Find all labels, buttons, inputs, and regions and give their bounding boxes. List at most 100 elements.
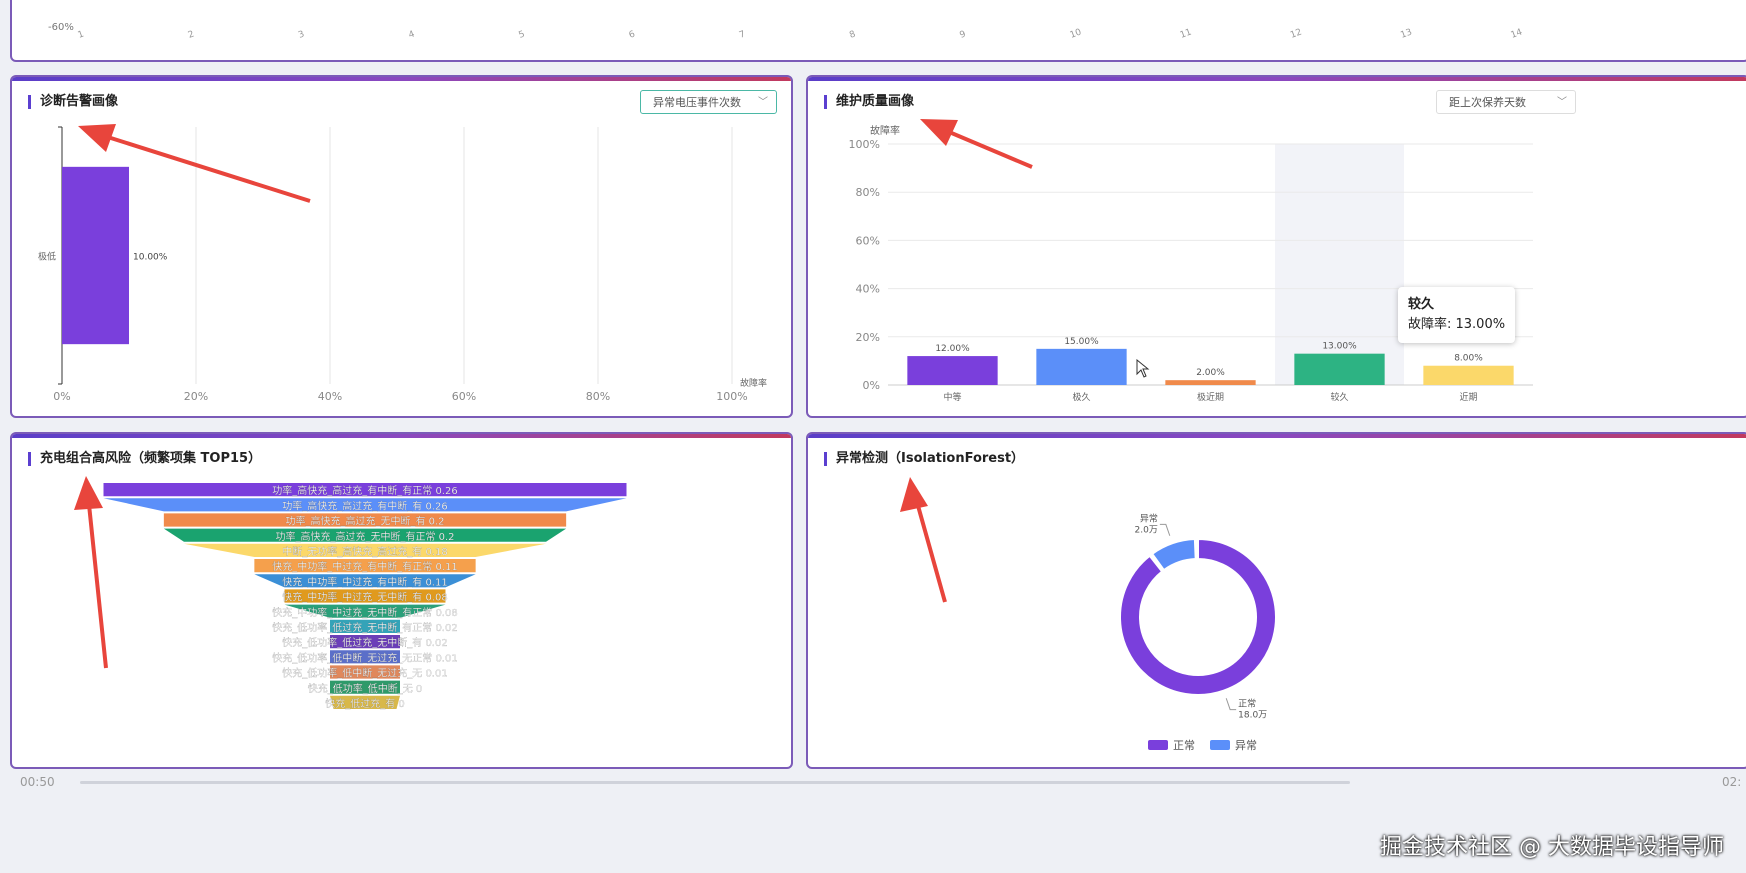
panel-accent-bar bbox=[12, 77, 791, 81]
funnel-label: 快充_低功率_低过充_无中断_有正常 0.02 bbox=[272, 621, 457, 634]
funnel-segment bbox=[284, 589, 446, 603]
legend-label: 正常 bbox=[1173, 739, 1195, 752]
slice-value-label: 18.0万 bbox=[1238, 711, 1267, 721]
chevron-down-icon: ﹀ bbox=[1557, 97, 1567, 108]
funnel-segment bbox=[103, 498, 627, 512]
charging-funnel-chart: 功率_高快充_高过充_有中断_有正常 0.26 功率_高快充_高过充_有中断_有 … bbox=[103, 483, 627, 710]
x-tick-label: 100% bbox=[716, 390, 747, 403]
x-tick-label: 9 bbox=[958, 29, 967, 40]
y-tick-label: 40% bbox=[856, 283, 880, 296]
panel-accent-bar bbox=[808, 434, 1746, 438]
funnel-segment bbox=[183, 543, 547, 557]
panel-accent-bar bbox=[808, 77, 1746, 81]
funnel-segment bbox=[163, 528, 567, 542]
funnel-label: 功率_高快充_高过充_无中断_有正常 0.2 bbox=[275, 530, 454, 543]
x-tick-label: 11 bbox=[1179, 28, 1193, 41]
bar bbox=[1036, 348, 1127, 385]
y-axis-title: 故障率 bbox=[870, 124, 900, 137]
funnel-segment bbox=[284, 604, 446, 618]
funnel-label: 快充_低功率_低中断_无过充_无 0.01 bbox=[282, 667, 447, 680]
trend-chart-panel: -60% 1 2 3 4 5 6 7 8 9 10 11 12 13 14 bbox=[10, 0, 1746, 62]
metric-select[interactable]: 异常电压事件次数 ﹀ bbox=[640, 90, 777, 114]
legend-swatch bbox=[1148, 740, 1168, 750]
charging-risk-panel: 充电组合高风险（频繁项集 TOP15） 功率_高快充_高过充_有中断_有正常 0… bbox=[10, 432, 793, 769]
x-tick-label: 40% bbox=[318, 390, 342, 403]
anomaly-detection-panel: 异常检测（IsolationForest） 异常 2.0万 正常 18.0万 正常 异常 bbox=[806, 432, 1746, 769]
x-tick-label: 5 bbox=[518, 29, 527, 40]
funnel-label: 功率_高快充_高过充_无中断_有 0.2 bbox=[285, 515, 444, 528]
funnel-segment bbox=[330, 680, 400, 694]
bar-value-label: 8.00% bbox=[1454, 354, 1483, 364]
legend-label: 异常 bbox=[1235, 739, 1257, 752]
x-tick-label: 0% bbox=[53, 390, 70, 403]
watermark: 掘金技术社区 @ 大数据毕设指导师 bbox=[1380, 835, 1724, 860]
video-progress-bar[interactable]: 00:50 02: bbox=[0, 775, 1746, 873]
x-tick-label: 中等 bbox=[943, 391, 961, 403]
slice-name-label: 正常 bbox=[1238, 698, 1256, 710]
y-tick-label: 100% bbox=[849, 138, 880, 151]
x-tick-label: 10 bbox=[1069, 27, 1083, 40]
diagnosis-bar-chart: 0% 20% 40% 60% 80% 100% 极低 10.00% 故障率 bbox=[38, 126, 767, 403]
y-tick-label: 20% bbox=[856, 331, 880, 344]
bar bbox=[1294, 353, 1385, 385]
bar-value-label: 12.00% bbox=[935, 344, 970, 354]
x-tick-label: 近期 bbox=[1459, 391, 1477, 403]
metric-select-value: 异常电压事件次数 bbox=[653, 96, 741, 109]
funnel-label: 快充_低功率_低中断_无 0 bbox=[308, 682, 423, 695]
x-tick-label: 60% bbox=[452, 390, 476, 403]
trend-chart: -60%1 2 3 4 5 6 7 8 9 10 11 12 13 14 bbox=[48, 22, 1524, 41]
funnel-segment bbox=[330, 665, 400, 679]
funnel-segment bbox=[103, 483, 627, 497]
tooltip-value: 故障率: 13.00% bbox=[1408, 317, 1506, 332]
donut-slice bbox=[1119, 537, 1277, 696]
bar bbox=[1165, 380, 1256, 385]
label-leader-line bbox=[1225, 698, 1237, 711]
time-elapsed: 00:50 bbox=[20, 775, 55, 789]
bar-value-label: 10.00% bbox=[133, 253, 168, 263]
panel-accent-bar bbox=[12, 434, 791, 438]
funnel-segment bbox=[163, 513, 567, 527]
legend-swatch bbox=[1210, 740, 1230, 750]
metric-select[interactable]: 距上次保养天数 ﹀ bbox=[1436, 90, 1576, 114]
x-tick-label: 2 bbox=[187, 29, 196, 40]
diagnosis-alarm-panel: 诊断告警画像 异常电压事件次数 ﹀ 0% 20% 40% 60% 80% 100% 极低 10… bbox=[10, 75, 793, 418]
panel-title: 维护质量画像 bbox=[824, 95, 914, 109]
x-tick-label: 较久 bbox=[1330, 391, 1348, 403]
slice-value-label: 2.0万 bbox=[1135, 525, 1158, 535]
bar-value-label: 15.00% bbox=[1064, 337, 1099, 347]
panel-title: 充电组合高风险（频繁项集 TOP15） bbox=[28, 452, 261, 466]
progress-track[interactable] bbox=[80, 781, 1350, 784]
y-tick-label: -60% bbox=[48, 22, 74, 33]
y-tick-label: 60% bbox=[856, 234, 880, 247]
x-tick-label: 极久 bbox=[1072, 391, 1090, 403]
bar-value-label: 13.00% bbox=[1322, 342, 1357, 352]
donut-slice bbox=[1150, 538, 1197, 572]
x-axis-title: 故障率 bbox=[740, 377, 767, 389]
bar bbox=[62, 166, 129, 345]
maintenance-bar-chart: 0% 20% 40% 60% 80% 100%故障率 12.00% 中等 15.00% 极久 2.0… bbox=[849, 124, 1533, 403]
funnel-label: 功率_高快充_高过充_有中断_有正常 0.26 bbox=[272, 484, 457, 497]
funnel-segment bbox=[330, 695, 400, 709]
x-tick-label: 12 bbox=[1289, 28, 1303, 41]
y-tick-label: 0% bbox=[863, 379, 880, 392]
bar bbox=[1423, 365, 1514, 385]
funnel-label: 快充_中功率_中过充_无中断_有正常 0.08 bbox=[272, 606, 457, 619]
tooltip-title: 较久 bbox=[1408, 297, 1435, 312]
funnel-label: 功率_高快充_高过充_有中断_有 0.26 bbox=[282, 499, 447, 512]
funnel-label: 快充_低过充_有 0 bbox=[325, 697, 405, 710]
x-tick-label: 1 bbox=[77, 29, 86, 40]
panel-title: 异常检测（IsolationForest） bbox=[824, 452, 1024, 466]
funnel-label: 快充_中功率_中过充_有中断_有正常 0.11 bbox=[272, 560, 457, 573]
x-tick-label: 3 bbox=[297, 29, 306, 40]
metric-select-value: 距上次保养天数 bbox=[1449, 96, 1526, 109]
x-tick-label: 80% bbox=[586, 390, 610, 403]
funnel-label: 快充_中功率_中过充_有中断_有 0.11 bbox=[282, 575, 447, 588]
maintenance-quality-panel: 维护质量画像 距上次保养天数 ﹀ 0% 20% 40% 60% 80% 100% 故障率 12… bbox=[806, 75, 1746, 418]
x-tick-label: 20% bbox=[184, 390, 208, 403]
hover-highlight-band bbox=[1275, 144, 1404, 385]
x-tick-label: 13 bbox=[1399, 28, 1413, 41]
bar bbox=[907, 356, 998, 385]
y-tick-label: 80% bbox=[856, 186, 880, 199]
chart-tooltip: 较久 故障率: 13.00% bbox=[1398, 287, 1516, 343]
